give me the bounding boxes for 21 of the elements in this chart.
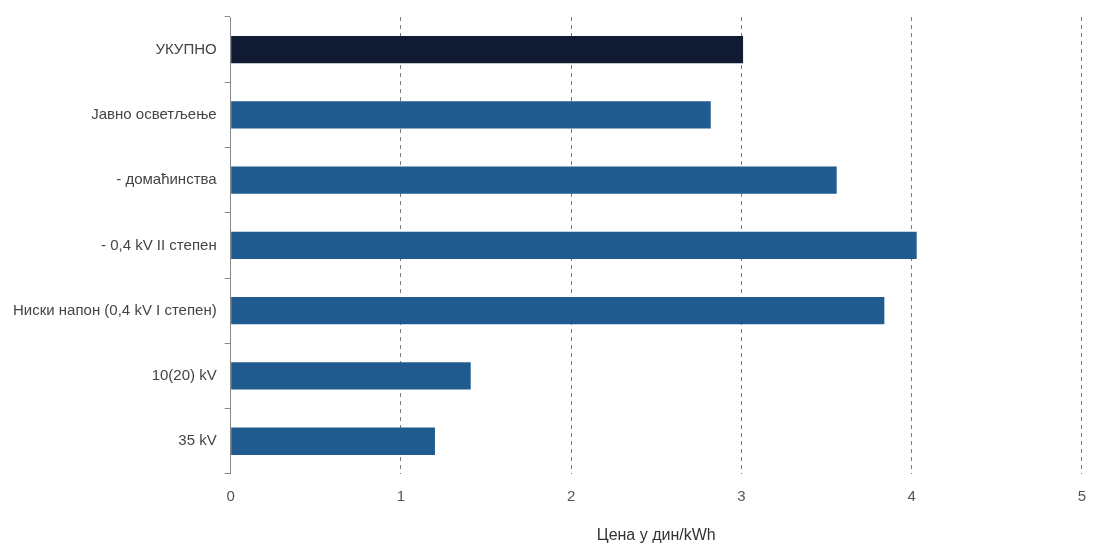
bar <box>231 296 885 325</box>
y-tick-label: 35 kV <box>178 431 217 449</box>
x-tick-label: 5 <box>1077 486 1086 504</box>
bar <box>231 101 711 129</box>
y-tick-label: - домаћинства <box>116 170 218 188</box>
bar <box>231 166 837 194</box>
x-tick-label: 4 <box>907 486 916 504</box>
bar <box>231 35 744 64</box>
y-tick-label: Ниски напон (0,4 kV I степен) <box>13 300 217 318</box>
x-tick-label: 0 <box>226 486 235 504</box>
x-axis-title: Цена у дин/kWh <box>596 525 716 543</box>
x-tick-label: 3 <box>737 486 746 504</box>
bar <box>231 362 471 390</box>
x-tick-label: 1 <box>396 486 406 504</box>
y-tick-label: 10(20) kV <box>151 366 217 384</box>
y-tick-label: - 0,4 kV II степен <box>101 235 217 253</box>
bar <box>231 231 917 260</box>
y-tick-label: Јавно осветљење <box>91 105 217 123</box>
x-tick-label: 2 <box>566 486 576 504</box>
y-tick-label: УКУПНО <box>155 39 217 57</box>
bar <box>231 427 435 455</box>
